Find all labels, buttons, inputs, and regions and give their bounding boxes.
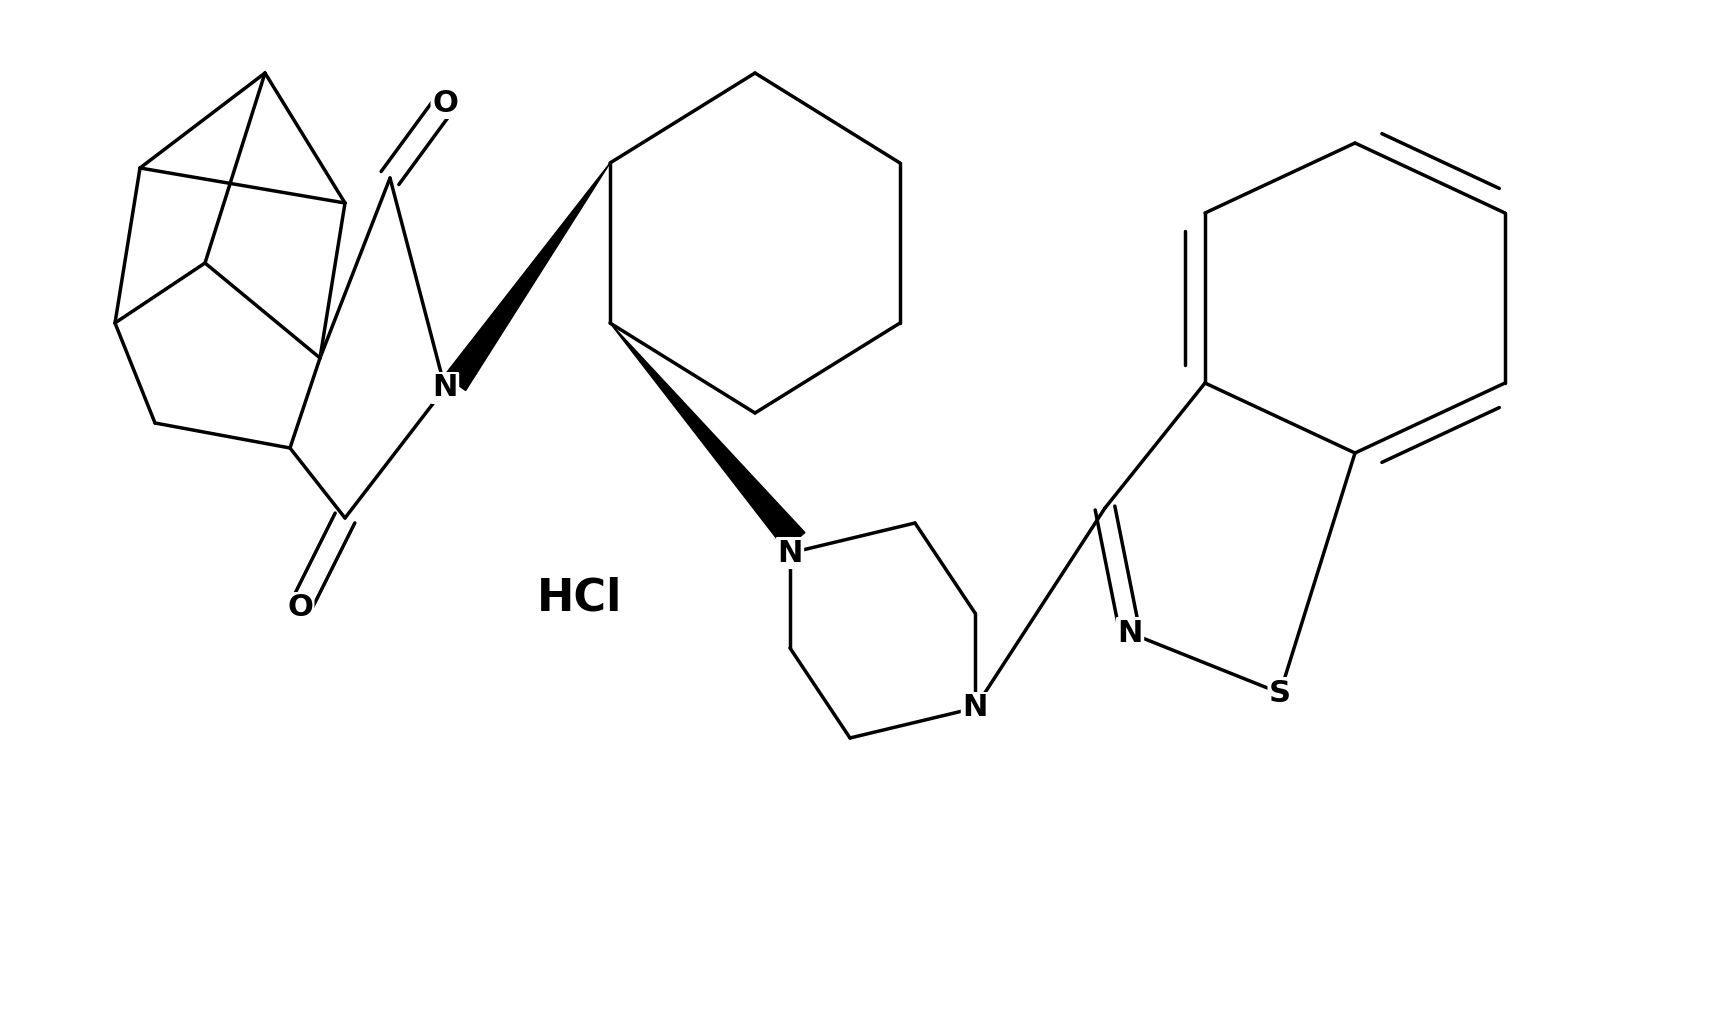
Text: O: O (286, 593, 312, 622)
Text: N: N (963, 693, 988, 723)
Text: N: N (433, 374, 457, 402)
Text: N: N (778, 539, 802, 567)
Text: O: O (431, 89, 457, 117)
Text: N: N (1118, 619, 1142, 647)
Polygon shape (445, 163, 611, 391)
Polygon shape (611, 323, 806, 550)
Text: S: S (1270, 679, 1290, 708)
Text: HCl: HCl (536, 576, 623, 620)
